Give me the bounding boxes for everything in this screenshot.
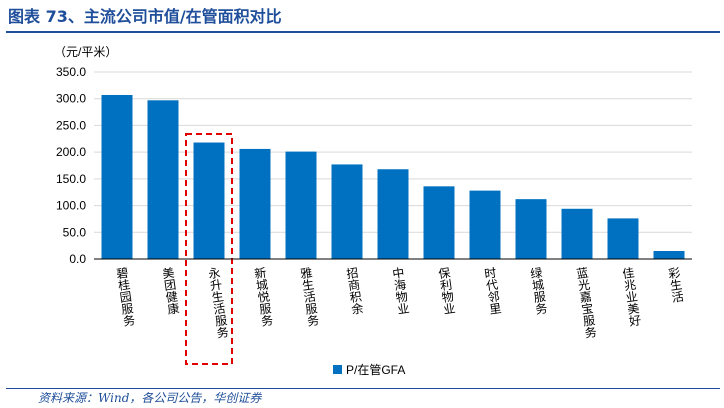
category-label: 美团健康 bbox=[160, 266, 181, 316]
y-tick-label: 150.0 bbox=[56, 172, 86, 186]
category-label: 新城悦服务 bbox=[252, 265, 274, 328]
legend-label: P/在管GFA bbox=[346, 362, 405, 377]
y-tick-label: 50.0 bbox=[63, 225, 87, 239]
y-axis-unit-label: （元/平米） bbox=[54, 45, 117, 59]
category-label: 绿城服务 bbox=[528, 265, 549, 316]
category-label: 时代邻里 bbox=[482, 266, 503, 316]
y-tick-label: 350.0 bbox=[56, 65, 86, 79]
bar bbox=[423, 186, 455, 259]
category-label: 永升生活服务 bbox=[206, 266, 230, 340]
highlight-box bbox=[185, 133, 233, 365]
bar bbox=[469, 190, 501, 259]
bar bbox=[147, 100, 179, 260]
category-label: 碧桂园服务 bbox=[114, 266, 136, 328]
category-label: 蓝光嘉宝服务 bbox=[574, 266, 598, 340]
y-tick-label: 0.0 bbox=[69, 252, 86, 266]
category-label: 保利物业 bbox=[436, 266, 457, 316]
category-labels: 碧桂园服务 美团健康 永升生活服务 新城悦服务 雅生活服务 招商积余 中海物业 保利物业 时代邻… bbox=[114, 265, 685, 340]
bar bbox=[653, 250, 685, 259]
source-note: 资料来源：Wind，各公司公告，华创证券 bbox=[38, 391, 262, 405]
bar bbox=[193, 142, 225, 259]
bar bbox=[239, 148, 271, 259]
footer-divider bbox=[6, 388, 720, 389]
y-tick-label: 200.0 bbox=[56, 145, 86, 159]
bar bbox=[607, 218, 639, 259]
y-axis-ticks: 0.0 50.0 100.0 150.0 200.0 250.0 300.0 350.0 bbox=[56, 65, 86, 266]
bar bbox=[331, 164, 363, 259]
category-label: 雅生活服务 bbox=[298, 265, 320, 328]
y-tick-label: 100.0 bbox=[56, 199, 86, 213]
bar bbox=[561, 208, 593, 259]
bar bbox=[285, 151, 317, 259]
bars bbox=[101, 94, 685, 260]
chart-title: 图表 73、主流公司市值/在管面积对比 bbox=[8, 7, 282, 26]
title-divider bbox=[6, 31, 720, 33]
bar-chart: （元/平米） 0.0 50.0 100.0 150.0 200.0 250.0 300.0 3… bbox=[54, 45, 692, 377]
bar bbox=[101, 94, 133, 259]
y-tick-label: 250.0 bbox=[56, 118, 86, 132]
y-tick-label: 300.0 bbox=[56, 92, 86, 106]
legend-swatch bbox=[333, 365, 342, 374]
bar bbox=[515, 199, 547, 259]
category-label: 中海物业 bbox=[390, 265, 411, 316]
category-label: 招商积余 bbox=[344, 266, 365, 316]
bar bbox=[377, 169, 409, 259]
category-label: 佳兆业美好 bbox=[620, 266, 642, 328]
category-label: 彩生活 bbox=[666, 266, 685, 304]
